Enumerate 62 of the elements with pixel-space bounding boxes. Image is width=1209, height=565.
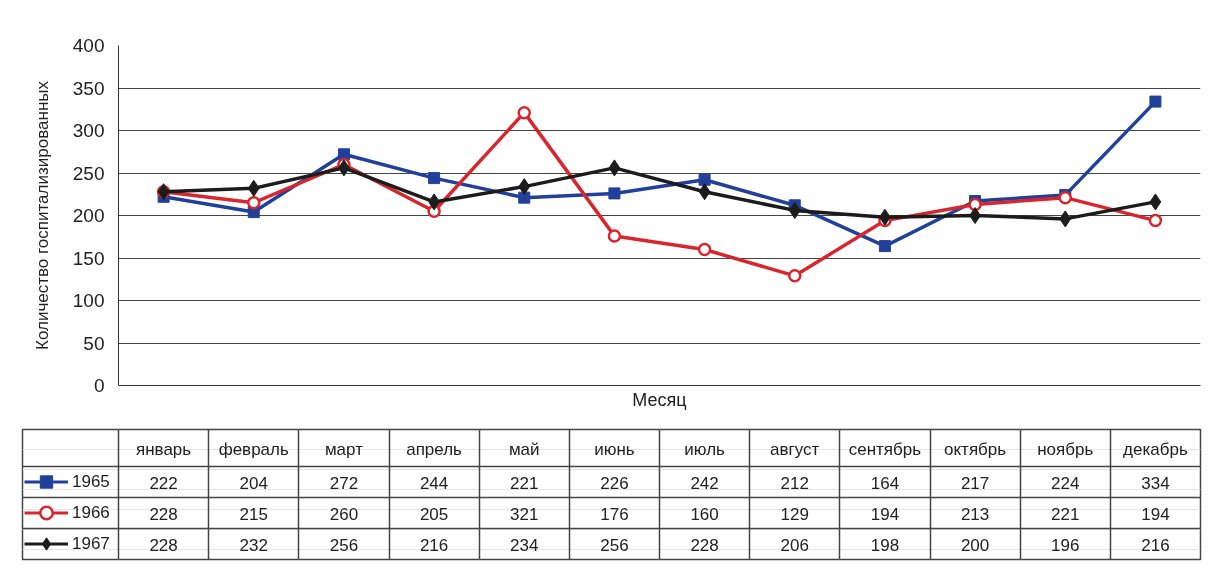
y-tick-label: 150 xyxy=(72,247,105,269)
y-tick-label: 200 xyxy=(72,205,105,226)
y-tick-label: 350 xyxy=(72,77,105,99)
x-tick-label: июль xyxy=(684,439,726,459)
y-tick-label: 250 xyxy=(72,162,105,184)
data-label: 194 xyxy=(1141,505,1170,524)
data-label: 256 xyxy=(600,536,629,555)
y-axis-title: Количество госпитализированных xyxy=(32,80,52,350)
data-label: 228 xyxy=(149,536,178,555)
data-label: 204 xyxy=(239,474,268,493)
data-label: 232 xyxy=(239,536,268,555)
data-label: 216 xyxy=(419,536,449,555)
x-tick-label: январь xyxy=(135,439,192,459)
data-label: 334 xyxy=(1141,474,1170,493)
x-axis-title: Месяц xyxy=(632,389,687,410)
data-label: 164 xyxy=(870,474,900,493)
x-tick-label: март xyxy=(324,439,364,459)
x-tick-label: май xyxy=(508,439,540,459)
y-tick-label: 50 xyxy=(83,332,105,354)
data-label: 234 xyxy=(510,536,539,555)
data-label: 212 xyxy=(780,474,809,493)
data-label: 226 xyxy=(600,474,629,493)
x-tick-label: декабрь xyxy=(1123,439,1188,459)
x-tick-label: август xyxy=(770,439,820,459)
data-label: 176 xyxy=(600,505,629,524)
data-label: 228 xyxy=(690,536,719,555)
x-tick-label: апрель xyxy=(406,439,463,459)
x-tick-label: октябрь xyxy=(944,439,1007,459)
data-label: 222 xyxy=(149,474,178,493)
data-label: 160 xyxy=(690,505,719,524)
y-tick-label: 300 xyxy=(72,120,105,141)
data-label: 198 xyxy=(870,536,900,555)
data-label: 242 xyxy=(690,474,719,493)
data-label: 194 xyxy=(870,505,900,524)
data-label: 196 xyxy=(1051,536,1080,555)
x-tick-label: сентябрь xyxy=(848,439,922,459)
data-label: 129 xyxy=(780,505,809,524)
legend-label: 1966 xyxy=(72,501,110,524)
data-label: 200 xyxy=(960,536,990,555)
y-tick-label: 0 xyxy=(93,375,105,396)
data-label: 217 xyxy=(960,474,990,493)
y-tick-label: 400 xyxy=(72,35,105,56)
data-label: 244 xyxy=(419,474,449,493)
legend-label: 1967 xyxy=(72,532,110,555)
data-label: 224 xyxy=(1051,474,1080,493)
y-tick-label: 100 xyxy=(72,290,105,311)
data-label: 260 xyxy=(329,505,359,524)
data-label: 213 xyxy=(960,505,990,524)
legend-label: 1965 xyxy=(72,470,110,493)
x-tick-label: февраль xyxy=(218,439,289,459)
data-label: 272 xyxy=(329,474,359,493)
data-label: 206 xyxy=(780,536,809,555)
data-label: 205 xyxy=(419,505,449,524)
data-label: 256 xyxy=(329,536,359,555)
data-label: 221 xyxy=(1051,505,1080,524)
data-label: 215 xyxy=(239,505,268,524)
data-label: 216 xyxy=(1141,536,1170,555)
data-label: 221 xyxy=(510,474,539,493)
data-label: 228 xyxy=(149,505,178,524)
x-tick-label: ноябрь xyxy=(1037,439,1094,459)
data-label: 321 xyxy=(510,505,539,524)
x-tick-label: июнь xyxy=(594,439,635,459)
